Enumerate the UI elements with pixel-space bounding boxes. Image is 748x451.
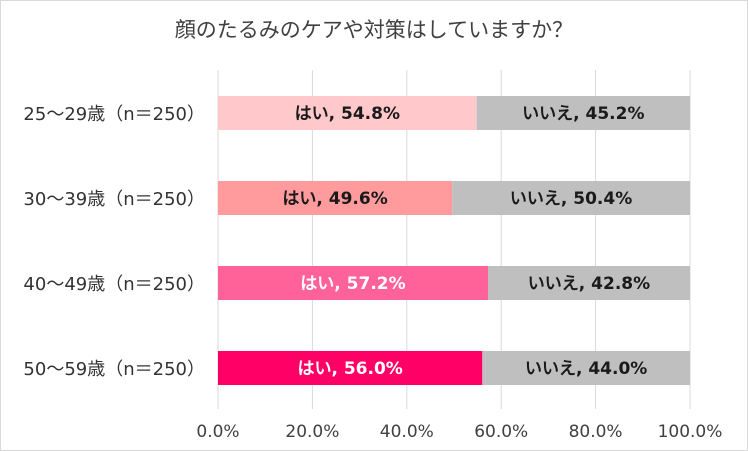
x-tick-label: 40.0%: [380, 422, 434, 442]
data-label: いいえ, 45.2%: [522, 104, 644, 124]
category-label: 25〜29歳（n＝250）: [23, 104, 205, 125]
x-tick-label: 100.0%: [658, 422, 723, 442]
bar-no: [487, 266, 690, 300]
data-label: はい, 56.0%: [297, 359, 402, 379]
category-label: 40〜49歳（n＝250）: [23, 274, 205, 295]
bar-no: [452, 181, 690, 215]
bar-yes: [218, 266, 488, 300]
data-label: はい, 57.2%: [300, 274, 405, 294]
data-label: いいえ, 44.0%: [525, 359, 647, 379]
x-tick-label: 0.0%: [196, 422, 239, 442]
data-label: はい, 54.8%: [295, 104, 400, 124]
x-tick-label: 80.0%: [569, 422, 623, 442]
bar-yes: [218, 181, 453, 215]
data-label: いいえ, 42.8%: [528, 274, 650, 294]
x-tick-label: 60.0%: [474, 422, 528, 442]
bar-yes: [218, 351, 483, 385]
data-label: はい, 49.6%: [282, 189, 387, 209]
bar-yes: [218, 96, 477, 130]
x-tick-label: 20.0%: [285, 422, 339, 442]
category-label: 30〜39歳（n＝250）: [23, 189, 205, 210]
category-label: 50〜59歳（n＝250）: [23, 359, 205, 380]
bar-no: [482, 351, 690, 385]
data-label: いいえ, 50.4%: [510, 189, 632, 209]
bar-no: [476, 96, 690, 130]
chart-title: 顔のたるみのケアや対策はしていますか？: [174, 18, 574, 42]
